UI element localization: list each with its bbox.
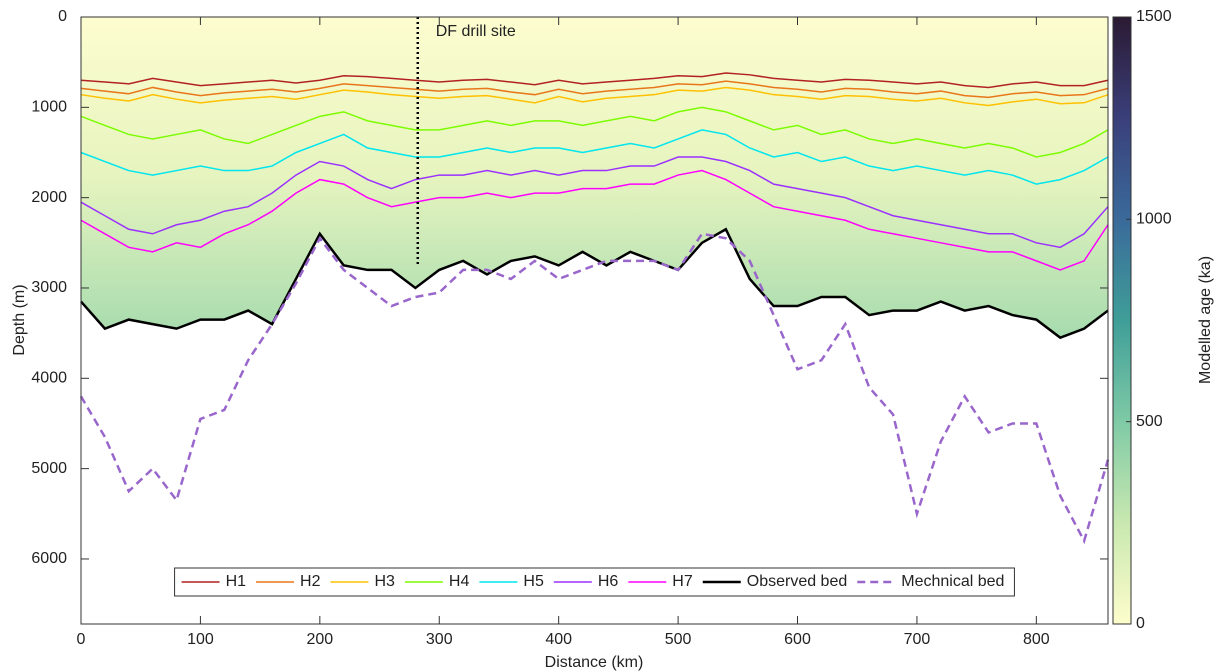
age-field bbox=[81, 17, 1108, 338]
legend-label: H5 bbox=[523, 573, 544, 590]
x-tick-label: 300 bbox=[426, 631, 453, 648]
y-tick-label: 2000 bbox=[31, 189, 67, 206]
x-tick-label: 800 bbox=[1023, 631, 1050, 648]
series-line bbox=[80, 227, 1109, 340]
legend-label: H4 bbox=[449, 573, 470, 590]
x-tick-label: 0 bbox=[77, 631, 86, 648]
legend-box bbox=[174, 567, 1015, 597]
colorbar-tick-label: 1500 bbox=[1136, 8, 1172, 25]
series-line bbox=[80, 129, 1109, 185]
colorbar-tick-label: 1000 bbox=[1136, 211, 1172, 228]
x-axis-label: Distance (km) bbox=[545, 654, 644, 671]
series-line bbox=[80, 106, 1109, 158]
series-line bbox=[80, 80, 1109, 99]
drill-site-label: DF drill site bbox=[436, 23, 516, 40]
x-tick-label: 200 bbox=[306, 631, 333, 648]
y-axis-label: Depth (m) bbox=[11, 284, 28, 355]
legend: H1 H2 H3 H4 H5 H6 H7 Observed bed Mechnical bed bbox=[174, 567, 1015, 597]
legend-label: Mechnical bed bbox=[901, 573, 1004, 590]
y-tick-label: 5000 bbox=[31, 460, 67, 477]
colorbar-label: Modelled age (ka) bbox=[1197, 256, 1214, 384]
y-tick-label: 1000 bbox=[31, 99, 67, 116]
series-line bbox=[80, 86, 1109, 107]
legend-label: H2 bbox=[300, 573, 321, 590]
colorbar bbox=[1112, 16, 1132, 625]
y-tick-label: 6000 bbox=[31, 550, 67, 567]
plot-frame bbox=[80, 16, 1109, 625]
y-tick-label: 3000 bbox=[31, 279, 67, 296]
x-tick-label: 500 bbox=[665, 631, 692, 648]
series-line bbox=[80, 72, 1109, 89]
series-line bbox=[79, 232, 1110, 545]
legend-label: Observed bed bbox=[747, 573, 848, 590]
x-tick-label: 600 bbox=[784, 631, 811, 648]
legend-label: H3 bbox=[374, 573, 395, 590]
colorbar-tick-label: 0 bbox=[1136, 615, 1145, 632]
y-tick-label: 4000 bbox=[31, 370, 67, 387]
y-tick-label: 0 bbox=[58, 8, 67, 25]
x-tick-label: 400 bbox=[545, 631, 572, 648]
x-tick-label: 100 bbox=[187, 631, 214, 648]
colorbar-tick-label: 500 bbox=[1136, 413, 1163, 430]
legend-label: H7 bbox=[672, 573, 693, 590]
series-line bbox=[80, 169, 1109, 271]
series-line bbox=[80, 156, 1109, 249]
legend-label: H1 bbox=[226, 573, 247, 590]
x-tick-label: 700 bbox=[904, 631, 931, 648]
legend-label: H6 bbox=[598, 573, 619, 590]
